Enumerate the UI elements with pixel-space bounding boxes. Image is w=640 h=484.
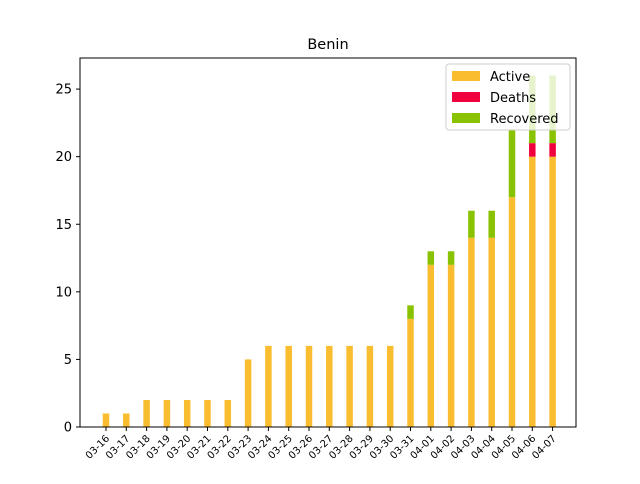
bar-active-03-30	[386, 345, 394, 427]
legend-label-active: Active	[490, 70, 530, 85]
legend-swatch-deaths	[452, 92, 480, 102]
y-tick-label: 25	[55, 83, 72, 98]
bar-active-03-16	[102, 413, 110, 427]
bar-active-03-19	[163, 399, 171, 427]
legend-label-recovered: Recovered	[490, 112, 559, 127]
bar-recovered-04-04	[488, 210, 495, 238]
legend-label-deaths: Deaths	[490, 91, 536, 106]
y-axis: 0 5 10 15 20 25	[55, 83, 80, 436]
bar-active-03-18	[143, 399, 150, 427]
bar-active-04-06	[529, 156, 536, 428]
y-tick-label: 10	[55, 285, 72, 300]
bar-active-03-17	[123, 413, 130, 427]
bar-active-04-07	[549, 156, 556, 428]
bar-recovered-04-02	[447, 251, 455, 265]
bar-deaths-04-06	[529, 143, 536, 157]
bar-active-03-21	[204, 399, 211, 427]
bar-recovered-04-03	[468, 210, 475, 238]
bar-active-03-27	[326, 345, 333, 427]
bar-active-04-02	[447, 264, 455, 427]
bar-recovered-03-31	[407, 305, 414, 319]
legend: Active Deaths Recovered	[445, 63, 571, 131]
bar-deaths-04-07	[549, 143, 556, 157]
bar-recovered-04-05	[508, 129, 516, 198]
plot-frame	[79, 57, 577, 428]
bar-active-03-31	[407, 318, 414, 427]
bar-recovered-04-01	[427, 251, 435, 265]
chart-title: Benin	[307, 37, 348, 53]
legend-swatch-active	[452, 71, 480, 81]
legend-swatch-recovered	[452, 113, 480, 123]
bar-active-03-23	[244, 359, 252, 427]
bar-active-03-22	[224, 399, 232, 427]
y-tick-label: 0	[64, 421, 72, 436]
bar-active-04-05	[508, 197, 516, 427]
bar-active-03-26	[305, 345, 313, 427]
y-tick-label: 15	[55, 218, 72, 233]
bar-active-04-03	[468, 237, 475, 427]
bar-active-03-25	[285, 345, 292, 427]
bar-active-03-28	[346, 345, 353, 427]
bar-active-03-20	[183, 399, 191, 427]
bar-active-04-04	[488, 237, 495, 427]
y-tick-label: 5	[64, 353, 72, 368]
bar-active-03-29	[366, 345, 374, 427]
bar-active-03-24	[265, 345, 272, 427]
y-tick-label: 20	[55, 150, 72, 165]
bar-active-04-01	[427, 264, 435, 427]
